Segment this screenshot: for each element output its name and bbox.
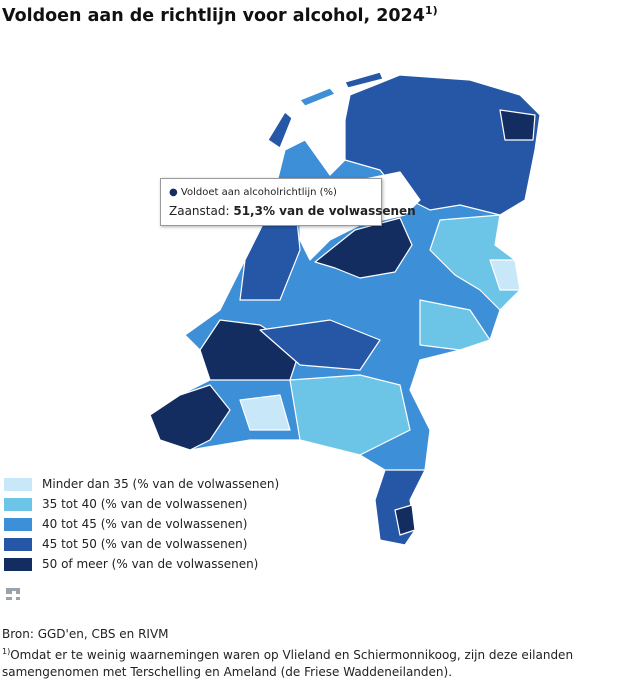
footnote-text: Omdat er te weinig waarnemingen waren op…	[2, 648, 574, 679]
legend: Minder dan 35 (% van de volwassenen) 35 t…	[4, 474, 279, 574]
region	[149, 384, 231, 451]
legend-swatch	[4, 477, 32, 491]
region	[419, 299, 491, 351]
flevoland	[314, 217, 413, 279]
legend-label: 45 tot 50 (% van de volwassenen)	[42, 537, 248, 551]
tooltip-value-line: Zaanstad: 51,3% van de volwassenen	[169, 204, 416, 218]
legend-swatch	[4, 517, 32, 531]
footnote: 1)Omdat er te weinig waarnemingen waren …	[2, 643, 638, 681]
tooltip-value: 51,3% van de volwassenen	[233, 204, 416, 218]
title: Voldoen aan de richtlijn voor alcohol, 2…	[2, 4, 438, 26]
footer: Bron: GGD'en, CBS en RIVM 1)Omdat er te …	[2, 626, 638, 681]
region	[239, 394, 291, 431]
region	[259, 319, 381, 371]
legend-label: 35 tot 40 (% van de volwassenen)	[42, 497, 248, 511]
region	[394, 504, 416, 536]
legend-label: 50 of meer (% van de volwassenen)	[42, 557, 259, 571]
legend-item: 50 of meer (% van de volwassenen)	[4, 554, 279, 574]
island	[267, 111, 293, 149]
legend-item: 40 tot 45 (% van de volwassenen)	[4, 514, 279, 534]
island	[299, 87, 336, 107]
legend-item: 45 tot 50 (% van de volwassenen)	[4, 534, 279, 554]
legend-swatch	[4, 557, 32, 571]
map	[6, 71, 541, 600]
legend-swatch	[4, 537, 32, 551]
tooltip-region: Zaanstad:	[169, 204, 230, 218]
region	[429, 214, 521, 311]
legend-label: 40 tot 45 (% van de volwassenen)	[42, 517, 248, 531]
region	[289, 374, 411, 456]
region	[499, 109, 536, 141]
tooltip: Voldoet aan alcoholrichtlijn (%) Zaansta…	[160, 178, 416, 226]
legend-swatch	[4, 497, 32, 511]
footnote-mark: 1)	[2, 647, 11, 656]
title-note: 1)	[424, 4, 438, 17]
cbs-logo	[6, 588, 20, 600]
title-text: Voldoen aan de richtlijn voor alcohol, 2…	[2, 5, 425, 26]
region	[489, 259, 521, 291]
legend-label: Minder dan 35 (% van de volwassenen)	[42, 477, 280, 491]
island	[344, 71, 384, 89]
source: Bron: GGD'en, CBS en RIVM	[2, 627, 169, 641]
legend-item: Minder dan 35 (% van de volwassenen)	[4, 474, 279, 494]
tooltip-heading: Voldoet aan alcoholrichtlijn (%)	[169, 187, 337, 198]
legend-item: 35 tot 40 (% van de volwassenen)	[4, 494, 279, 514]
